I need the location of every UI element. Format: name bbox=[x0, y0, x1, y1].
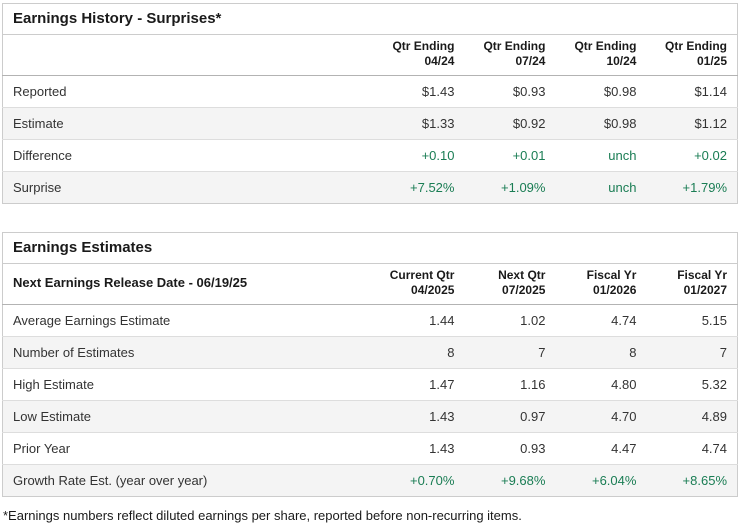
cell-value: 4.74 bbox=[611, 313, 637, 328]
cell-value: 4.47 bbox=[555, 432, 647, 465]
row-label: Surprise bbox=[2, 171, 374, 204]
earnings-history-title: Earnings History - Surprises* bbox=[2, 3, 738, 35]
earnings-estimates-table: Earnings Estimates Next Earnings Release… bbox=[2, 232, 738, 497]
column-header-qtr-1024: Qtr Ending 10/24 bbox=[555, 34, 647, 76]
earnings-history-title-row: Earnings History - Surprises* bbox=[2, 3, 738, 35]
column-header-fiscal-yr-2027: Fiscal Yr 01/2027 bbox=[646, 263, 738, 305]
cell-value: 1.44 bbox=[429, 313, 455, 328]
table-row-difference: Difference +0.10 +0.01 unch +0.02 bbox=[2, 139, 738, 172]
row-label: Number of Estimates bbox=[2, 336, 374, 369]
cell-value: 4.80 bbox=[555, 368, 647, 401]
row-label: High Estimate bbox=[2, 368, 374, 401]
cell-value: 4.70 bbox=[555, 400, 647, 433]
cell-value: 8 bbox=[373, 336, 465, 369]
column-header-qtr-0125: Qtr Ending 01/25 bbox=[646, 34, 738, 76]
cell-value: $0.93 bbox=[512, 84, 546, 99]
cell-value: $1.12 bbox=[646, 107, 738, 140]
cell-value: 7 bbox=[646, 336, 738, 369]
table-row-high-estimate: High Estimate 1.47 1.16 4.80 5.32 bbox=[2, 368, 738, 401]
column-header-fiscal-yr-2026: Fiscal Yr 01/2026 bbox=[555, 263, 647, 305]
cell-value: +1.09% bbox=[464, 171, 556, 204]
table-row-surprise: Surprise +7.52% +1.09% unch +1.79% bbox=[2, 171, 738, 204]
cell-value: 7 bbox=[464, 336, 556, 369]
cell-value: 5.15 bbox=[701, 313, 727, 328]
cell-value: $1.14 bbox=[694, 84, 727, 99]
cell-value: $1.43 bbox=[421, 84, 455, 99]
cell-value: 1.43 bbox=[373, 432, 465, 465]
row-label: Estimate bbox=[2, 107, 374, 140]
column-header-qtr-0724: Qtr Ending 07/24 bbox=[464, 34, 556, 76]
cell-value: +1.79% bbox=[646, 171, 738, 204]
cell-value: 4.74 bbox=[646, 432, 738, 465]
cell-value: $1.33 bbox=[373, 107, 465, 140]
cell-value: 1.02 bbox=[520, 313, 546, 328]
column-header-next-qtr: Next Qtr 07/2025 bbox=[464, 263, 556, 305]
cell-value: 0.93 bbox=[464, 432, 556, 465]
earnings-estimates-title: Earnings Estimates bbox=[2, 232, 738, 264]
table-row-reported: Reported $1.43 $0.93 $0.98 $1.14 bbox=[3, 76, 738, 108]
cell-value: $0.92 bbox=[464, 107, 556, 140]
row-label-header bbox=[2, 34, 374, 76]
table-row-estimate: Estimate $1.33 $0.92 $0.98 $1.12 bbox=[2, 107, 738, 140]
cell-value: unch bbox=[555, 171, 647, 204]
cell-value: 4.89 bbox=[646, 400, 738, 433]
earnings-history-table: Earnings History - Surprises* Qtr Ending… bbox=[2, 3, 738, 204]
earnings-history-header-row: Qtr Ending 04/24 Qtr Ending 07/24 Qtr Endi… bbox=[2, 34, 738, 76]
cell-value: unch bbox=[555, 139, 647, 172]
row-label: Reported bbox=[13, 84, 67, 99]
cell-value: +0.70% bbox=[373, 464, 465, 497]
cell-value: 8 bbox=[555, 336, 647, 369]
cell-value: +0.01 bbox=[464, 139, 556, 172]
next-earnings-release-date: Next Earnings Release Date - 06/19/25 bbox=[2, 263, 374, 305]
row-label: Difference bbox=[2, 139, 374, 172]
cell-value: +0.10 bbox=[373, 139, 465, 172]
cell-value: 1.47 bbox=[373, 368, 465, 401]
cell-value: $0.98 bbox=[555, 107, 647, 140]
earnings-footnote: *Earnings numbers reflect diluted earnin… bbox=[3, 508, 522, 523]
cell-value: 1.16 bbox=[464, 368, 556, 401]
table-row-average-estimate: Average Earnings Estimate 1.44 1.02 4.74… bbox=[3, 305, 738, 337]
row-label: Prior Year bbox=[2, 432, 374, 465]
cell-value: 1.43 bbox=[373, 400, 465, 433]
column-header-qtr-0424: Qtr Ending 04/24 bbox=[373, 34, 465, 76]
column-header-current-qtr: Current Qtr 04/2025 bbox=[373, 263, 465, 305]
table-row-low-estimate: Low Estimate 1.43 0.97 4.70 4.89 bbox=[2, 400, 738, 433]
row-label: Low Estimate bbox=[2, 400, 374, 433]
row-label: Growth Rate Est. (year over year) bbox=[2, 464, 374, 497]
cell-value: +9.68% bbox=[464, 464, 556, 497]
cell-value: +8.65% bbox=[646, 464, 738, 497]
table-row-growth-rate: Growth Rate Est. (year over year) +0.70%… bbox=[2, 464, 738, 497]
cell-value: 0.97 bbox=[464, 400, 556, 433]
cell-value: $0.98 bbox=[603, 84, 637, 99]
cell-value: +6.04% bbox=[555, 464, 647, 497]
cell-value: 5.32 bbox=[646, 368, 738, 401]
cell-value: +7.52% bbox=[373, 171, 465, 204]
table-row-prior-year: Prior Year 1.43 0.93 4.47 4.74 bbox=[2, 432, 738, 465]
cell-value: +0.02 bbox=[646, 139, 738, 172]
table-row-number-of-estimates: Number of Estimates 8 7 8 7 bbox=[2, 336, 738, 369]
earnings-estimates-title-row: Earnings Estimates bbox=[2, 232, 738, 264]
earnings-estimates-header-row: Next Earnings Release Date - 06/19/25 Cu… bbox=[2, 263, 738, 305]
row-label: Average Earnings Estimate bbox=[13, 313, 171, 328]
